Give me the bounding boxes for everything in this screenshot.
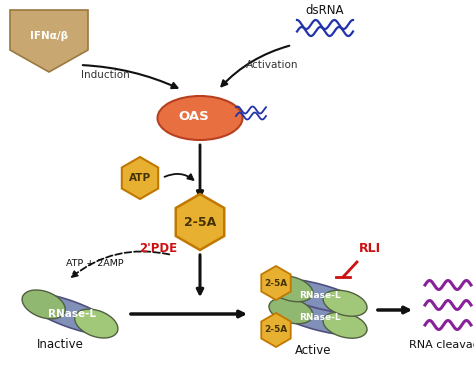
Polygon shape: [122, 157, 158, 199]
Text: 2-5A: 2-5A: [184, 216, 216, 229]
Text: Active: Active: [295, 343, 331, 357]
Text: dsRNA: dsRNA: [306, 3, 344, 17]
Text: RNase-L: RNase-L: [299, 313, 341, 323]
Polygon shape: [261, 313, 291, 347]
Text: RNase-L: RNase-L: [48, 309, 96, 319]
Ellipse shape: [22, 290, 65, 319]
Text: RNA cleavage: RNA cleavage: [409, 340, 474, 350]
Ellipse shape: [157, 96, 243, 140]
Text: Activation: Activation: [246, 60, 298, 70]
Polygon shape: [261, 266, 291, 300]
Text: ATP: ATP: [129, 173, 151, 183]
Text: RLI: RLI: [359, 241, 381, 255]
Text: Inactive: Inactive: [36, 338, 83, 351]
Text: 2'PDE: 2'PDE: [139, 241, 177, 255]
Ellipse shape: [323, 312, 367, 338]
Text: 2-5A: 2-5A: [264, 326, 288, 335]
Ellipse shape: [269, 276, 313, 302]
Polygon shape: [176, 194, 224, 250]
Text: IFNα/β: IFNα/β: [30, 31, 68, 41]
Text: Induction: Induction: [81, 70, 129, 80]
Ellipse shape: [269, 298, 313, 324]
Text: ATP + 2AMP: ATP + 2AMP: [66, 258, 124, 268]
Text: 2-5A: 2-5A: [264, 279, 288, 288]
Text: OAS: OAS: [179, 111, 210, 124]
Ellipse shape: [23, 293, 117, 335]
Ellipse shape: [270, 279, 366, 313]
Ellipse shape: [323, 290, 367, 316]
Polygon shape: [10, 10, 88, 72]
Ellipse shape: [75, 309, 118, 338]
Text: RNase-L: RNase-L: [299, 291, 341, 301]
Ellipse shape: [270, 301, 366, 335]
